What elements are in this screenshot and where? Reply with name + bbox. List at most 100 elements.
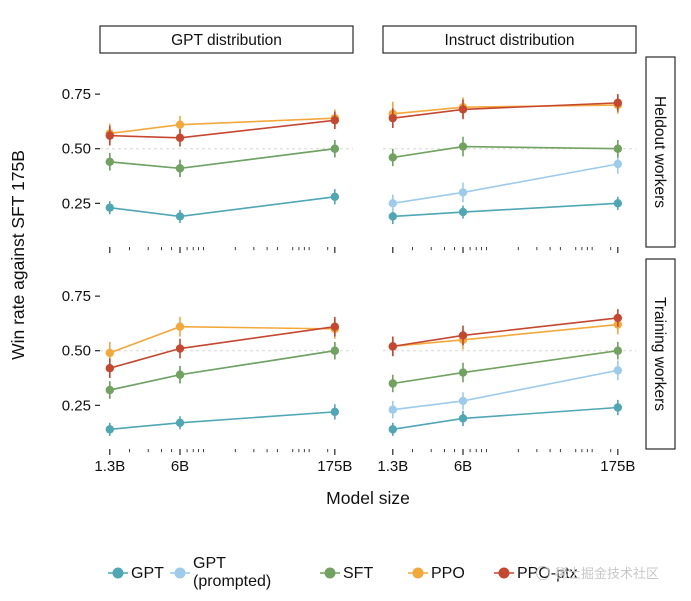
row-header-box bbox=[645, 258, 676, 450]
x-tick-label: 1.3B bbox=[377, 458, 408, 475]
legend-label: SFT bbox=[343, 565, 373, 582]
data-point bbox=[388, 113, 398, 123]
series-line bbox=[392, 317, 618, 348]
legend-label: GPT bbox=[131, 565, 164, 582]
row-header-box bbox=[645, 56, 676, 248]
data-point bbox=[105, 425, 115, 434]
series-line bbox=[109, 117, 335, 135]
column-header-label: Instruct distribution bbox=[444, 32, 574, 49]
x-tick-label: 175B bbox=[317, 458, 352, 475]
data-point bbox=[105, 363, 115, 373]
series-ppo bbox=[105, 316, 340, 364]
y-axis-title: Win rate against SFT 175B bbox=[8, 150, 28, 360]
data-point bbox=[175, 344, 185, 353]
row-header-label: Heldout workers bbox=[651, 96, 668, 208]
data-point bbox=[175, 370, 185, 379]
series-ppo-ptx bbox=[388, 94, 623, 128]
data-point bbox=[175, 164, 185, 173]
series-line bbox=[392, 369, 618, 411]
data-point bbox=[613, 346, 623, 355]
y-tick-label: 0.50 bbox=[62, 343, 91, 360]
series-line bbox=[109, 349, 335, 391]
legend-item-ppo: PPO bbox=[408, 565, 465, 582]
data-point bbox=[613, 366, 623, 375]
series-ppo bbox=[388, 96, 623, 126]
axis-ticks-r0c1 bbox=[392, 247, 619, 253]
data-point bbox=[388, 405, 398, 414]
x-tick-label: 175B bbox=[600, 458, 635, 475]
axis-ticks-r0c0: 0.25 0.50 0.75 bbox=[62, 86, 336, 253]
legend-item-gpt: GPT bbox=[108, 565, 164, 582]
data-point bbox=[330, 407, 340, 417]
series-sft bbox=[388, 136, 623, 167]
watermark: 稀土掘金技术社区 bbox=[536, 563, 659, 582]
data-point bbox=[105, 348, 115, 358]
series-line bbox=[392, 406, 618, 431]
row-header-1: Training workers bbox=[645, 258, 676, 450]
legend-marker bbox=[412, 567, 424, 579]
series-gpt bbox=[105, 404, 340, 436]
data-point bbox=[458, 142, 468, 151]
series-gpt-prompted- bbox=[105, 139, 340, 178]
juejin-logo-icon bbox=[536, 565, 550, 580]
x-tick-label: 6B bbox=[171, 458, 189, 475]
data-point bbox=[175, 212, 185, 221]
panel-r0c1 bbox=[383, 94, 636, 225]
series-line bbox=[109, 147, 335, 170]
x-tick-label: 1.3B bbox=[94, 458, 125, 475]
row-header-label: Training workers bbox=[651, 297, 668, 411]
legend-marker bbox=[112, 567, 124, 579]
data-point bbox=[175, 120, 185, 129]
series-sft bbox=[388, 341, 623, 393]
series-gpt-prompted- bbox=[388, 154, 623, 213]
column-header-box bbox=[99, 25, 354, 54]
x-tick-label: 6B bbox=[454, 458, 472, 475]
series-gpt bbox=[388, 196, 623, 225]
data-point bbox=[330, 322, 340, 331]
series-line bbox=[392, 349, 618, 385]
panel-r1c0 bbox=[100, 316, 353, 436]
data-point bbox=[105, 131, 115, 140]
data-point bbox=[175, 133, 185, 143]
data-point bbox=[613, 159, 623, 169]
column-header-0: GPT distribution bbox=[99, 25, 354, 54]
series-line bbox=[109, 195, 335, 218]
panel-r1c1 bbox=[383, 309, 636, 436]
data-point bbox=[613, 313, 623, 323]
series-line bbox=[392, 104, 618, 115]
series-gpt bbox=[388, 399, 623, 436]
y-tick-label: 0.50 bbox=[62, 141, 91, 158]
legend-marker bbox=[498, 567, 510, 579]
watermark-text: 稀土掘金技术社区 bbox=[555, 566, 660, 581]
column-header-label: GPT distribution bbox=[171, 32, 282, 49]
series-gpt-prompted- bbox=[388, 360, 623, 419]
data-point bbox=[388, 342, 398, 351]
data-point bbox=[458, 414, 468, 423]
data-point bbox=[458, 368, 468, 377]
legend-label: GPT bbox=[193, 555, 226, 572]
series-ppo-ptx bbox=[388, 309, 623, 357]
data-point bbox=[330, 144, 340, 153]
series-line bbox=[392, 202, 618, 218]
legend-label: PPO bbox=[431, 565, 465, 582]
data-point bbox=[613, 144, 623, 153]
x-axis-title: Model size bbox=[326, 488, 410, 508]
y-tick-label: 0.25 bbox=[62, 397, 91, 414]
legend-label: (prompted) bbox=[193, 573, 271, 590]
legend-item-sft: SFT bbox=[320, 565, 373, 582]
data-point bbox=[175, 322, 185, 331]
data-point bbox=[105, 157, 115, 167]
y-tick-label: 0.75 bbox=[62, 86, 91, 103]
data-point bbox=[388, 425, 398, 434]
series-sft bbox=[105, 341, 340, 399]
legend-item-gpt-prompted-: GPT(prompted) bbox=[170, 555, 271, 590]
axis-ticks-r1c0: 1.3B 6B 175B 0.25 0.50 0.75 bbox=[62, 288, 353, 475]
series-line bbox=[392, 323, 618, 348]
data-point bbox=[330, 346, 340, 355]
series-line bbox=[392, 145, 618, 159]
series-ppo-ptx bbox=[105, 111, 340, 147]
y-tick-label: 0.75 bbox=[62, 288, 91, 305]
data-point bbox=[388, 199, 398, 208]
